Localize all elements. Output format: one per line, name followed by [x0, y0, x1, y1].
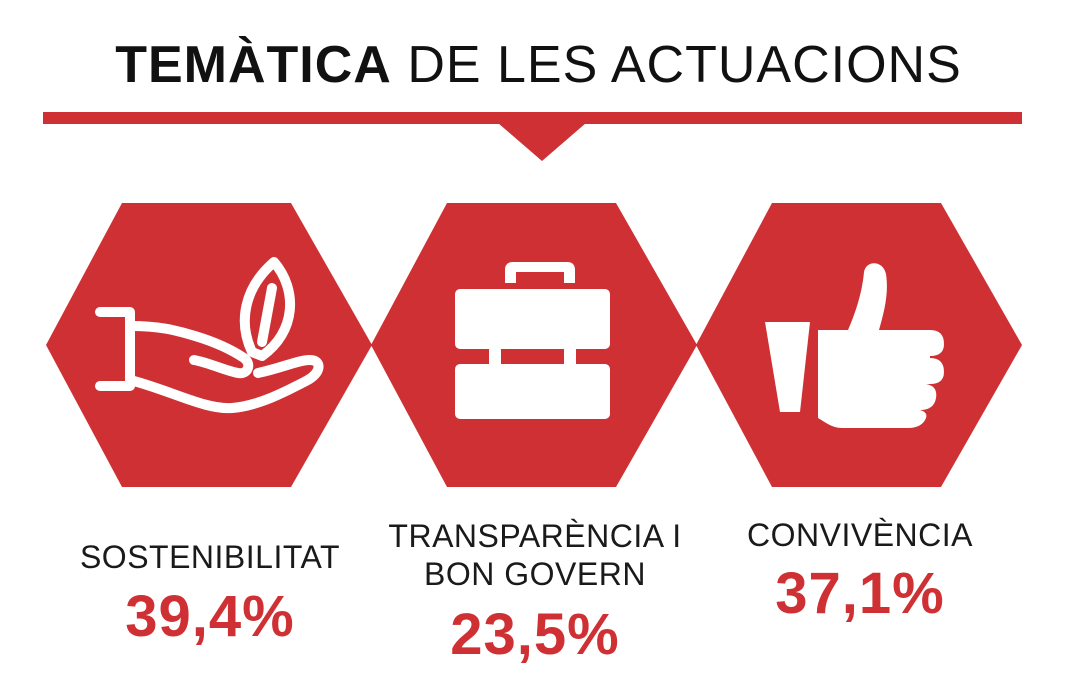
- thumbs-up-icon: [765, 263, 944, 428]
- briefcase-icon: [455, 262, 610, 419]
- category-value-sostenibilitat: 39,4%: [125, 584, 295, 649]
- title-underline: [43, 112, 1022, 124]
- title-bold: TEMÀTICA: [115, 36, 392, 94]
- category-label-convivencia: CONVIVÈNCIA: [747, 517, 973, 553]
- category-label-transparencia: TRANSPARÈNCIA I BON GOVERN: [388, 518, 682, 592]
- hand-leaf-icon: [95, 257, 324, 414]
- title-light: DE LES ACTUACIONS: [407, 36, 962, 94]
- category-value-transparencia: 23,5%: [450, 602, 620, 667]
- page-title: TEMÀTICA DE LES ACTUACIONS: [0, 34, 1077, 96]
- category-value-convivencia: 37,1%: [775, 561, 945, 626]
- category-label-sostenibilitat: SOSTENIBILITAT: [79, 539, 341, 575]
- title-pointer: [498, 123, 586, 161]
